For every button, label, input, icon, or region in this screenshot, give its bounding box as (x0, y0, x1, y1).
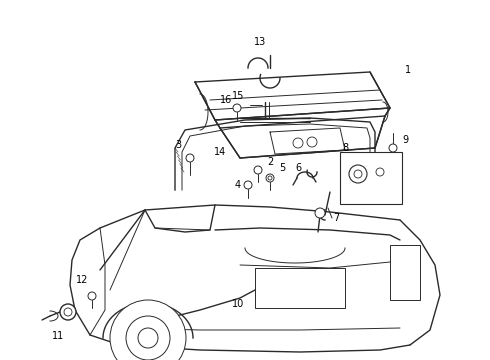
Text: 15: 15 (232, 91, 244, 101)
Text: 12: 12 (76, 275, 88, 285)
Circle shape (389, 144, 397, 152)
Circle shape (293, 138, 303, 148)
Text: 6: 6 (295, 163, 301, 173)
Bar (390, 245, 420, 300)
Circle shape (110, 300, 186, 360)
Circle shape (376, 168, 384, 176)
Text: 4: 4 (235, 180, 241, 190)
Text: 9: 9 (402, 135, 408, 145)
Circle shape (186, 154, 194, 162)
Text: 11: 11 (52, 331, 64, 341)
Circle shape (138, 328, 158, 348)
Circle shape (126, 316, 170, 360)
Text: 2: 2 (267, 157, 273, 167)
Text: 16: 16 (220, 95, 232, 105)
Circle shape (254, 166, 262, 174)
Text: 5: 5 (279, 163, 285, 173)
Circle shape (354, 170, 362, 178)
Text: 10: 10 (232, 299, 244, 309)
Circle shape (307, 137, 317, 147)
Circle shape (268, 176, 272, 180)
Text: 7: 7 (333, 213, 339, 223)
Circle shape (233, 104, 241, 112)
Circle shape (60, 304, 76, 320)
Bar (340, 152, 402, 204)
Circle shape (349, 165, 367, 183)
Circle shape (88, 292, 96, 300)
Text: 3: 3 (175, 140, 181, 150)
Text: 13: 13 (254, 37, 266, 47)
Circle shape (266, 174, 274, 182)
Text: 1: 1 (405, 65, 411, 75)
Circle shape (64, 308, 72, 316)
Text: 8: 8 (342, 143, 348, 153)
Circle shape (315, 208, 325, 218)
Text: 14: 14 (214, 147, 226, 157)
Bar (255, 268, 345, 308)
Circle shape (244, 181, 252, 189)
